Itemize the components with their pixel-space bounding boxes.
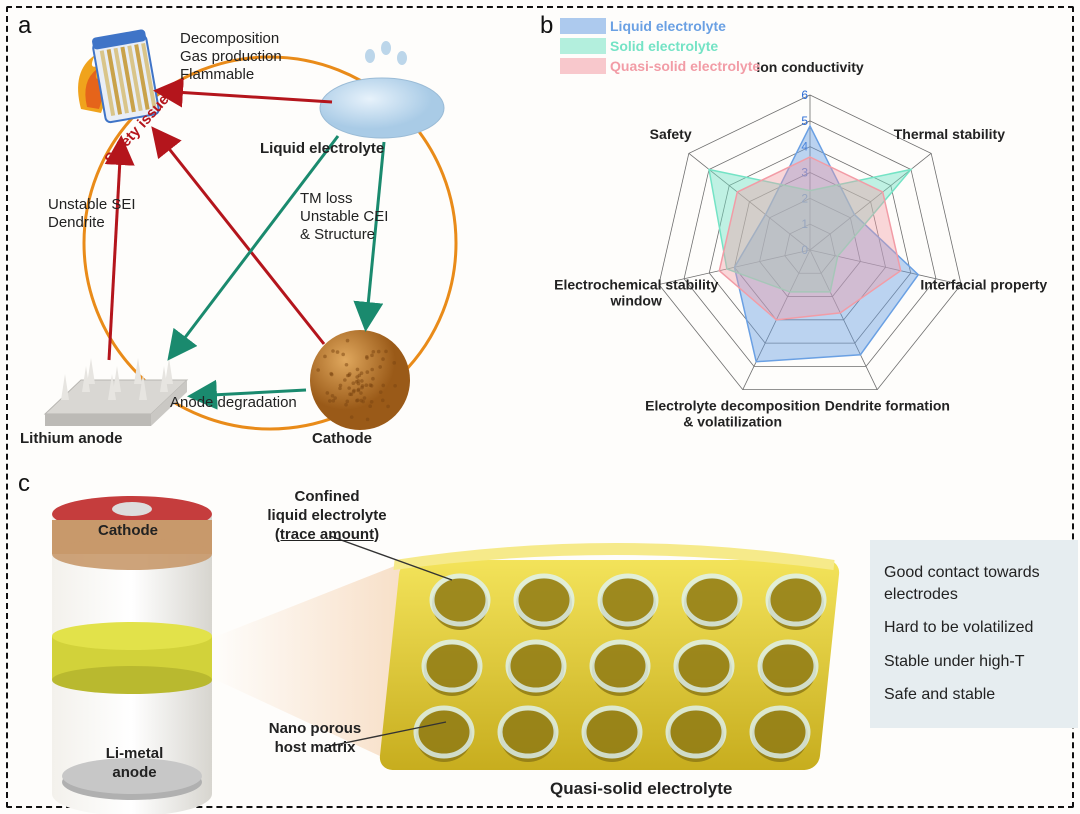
liquid-sub3: Flammable <box>180 66 254 85</box>
svg-text:Liquid electrolyte: Liquid electrolyte <box>610 18 726 34</box>
liquid-label: Liquid electrolyte <box>260 140 384 159</box>
prop-4: Safe and stable <box>884 684 1064 706</box>
cathode-sub1: TM loss <box>300 190 353 209</box>
anode-sub2: Dendrite <box>48 214 105 233</box>
figure-root: a b c Ion conductivityThermal stabilityI… <box>0 0 1080 814</box>
svg-text:Solid electrolyte: Solid electrolyte <box>610 38 718 54</box>
prop-2: Hard to be volatilized <box>884 617 1064 639</box>
cathode-sub3: & Structure <box>300 226 375 245</box>
cathode-cell-label: Cathode <box>98 522 158 541</box>
svg-text:Dendrite formation: Dendrite formation <box>825 398 950 414</box>
anode-cell-label: Li-metal anode <box>92 745 177 783</box>
svg-text:Interfacial property: Interfacial property <box>920 277 1047 293</box>
anode-degradation-label: Anode degradation <box>170 394 297 413</box>
svg-text:Electrochemical stabilitywindo: Electrochemical stabilitywindow <box>554 277 718 309</box>
confined-callout: Confinedliquid electrolyte(trace amount) <box>252 488 402 544</box>
liquid-sub1: Decomposition <box>180 30 279 49</box>
svg-text:Safety: Safety <box>650 126 692 142</box>
liquid-sub2: Gas production <box>180 48 282 67</box>
radar-chart: Ion conductivity Thermal stability Interfa… <box>540 0 1080 470</box>
svg-text:Quasi-solid electrolyte: Quasi-solid electrolyte <box>610 58 760 74</box>
svg-text:Electrolyte decomposition& vol: Electrolyte decomposition& volatilizatio… <box>645 398 820 430</box>
matrix-callout: Nano poroushost matrix <box>255 720 375 758</box>
qse-label: Quasi-solid electrolyte <box>550 778 732 799</box>
anode-label: Lithium anode <box>20 430 123 449</box>
cathode-label: Cathode <box>312 430 372 449</box>
svg-text:Ion conductivity: Ion conductivity <box>756 59 864 75</box>
prop-3: Stable under high-T <box>884 651 1064 673</box>
cathode-sub2: Unstable CEI <box>300 208 388 227</box>
svg-text:5: 5 <box>801 114 808 128</box>
svg-text:Thermal stability: Thermal stability <box>894 126 1005 142</box>
anode-sub1: Unstable SEI <box>48 196 136 215</box>
svg-text:6: 6 <box>801 88 808 102</box>
properties-box: Good contact towards electrodes Hard to … <box>870 540 1078 728</box>
prop-1: Good contact towards electrodes <box>884 562 1064 605</box>
